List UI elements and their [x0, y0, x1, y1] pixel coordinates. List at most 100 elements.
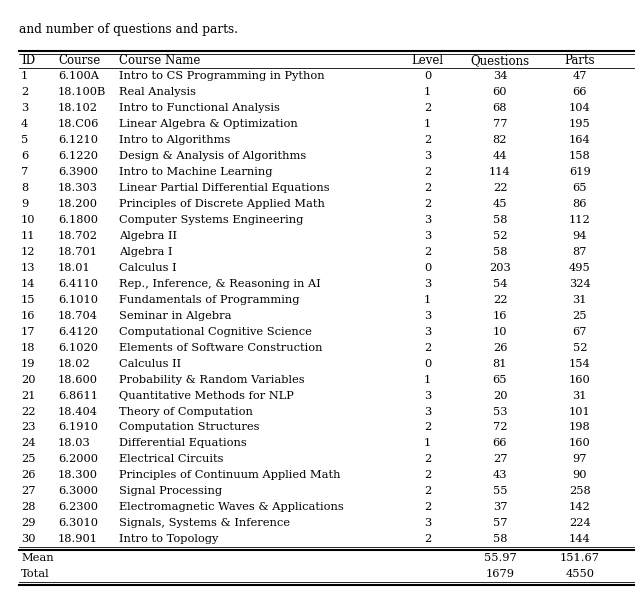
Text: 13: 13 [21, 263, 36, 273]
Text: Elements of Software Construction: Elements of Software Construction [120, 343, 323, 353]
Text: Calculus II: Calculus II [120, 359, 182, 369]
Text: 30: 30 [21, 534, 36, 544]
Text: 25: 25 [21, 454, 36, 464]
Text: 18.303: 18.303 [58, 183, 98, 193]
Text: Principles of Continuum Applied Math: Principles of Continuum Applied Math [120, 470, 341, 481]
Text: 10: 10 [493, 327, 508, 337]
Text: 31: 31 [573, 390, 587, 401]
Text: 224: 224 [569, 518, 591, 528]
Text: 18.03: 18.03 [58, 438, 91, 448]
Text: 2: 2 [424, 167, 431, 177]
Text: 18.701: 18.701 [58, 247, 98, 257]
Text: 495: 495 [569, 263, 591, 273]
Text: 18.102: 18.102 [58, 103, 98, 113]
Text: 77: 77 [493, 119, 508, 130]
Text: 82: 82 [493, 136, 508, 145]
Text: 57: 57 [493, 518, 508, 528]
Text: 101: 101 [569, 407, 591, 417]
Text: 14: 14 [21, 279, 36, 289]
Text: 2: 2 [424, 136, 431, 145]
Text: 324: 324 [569, 279, 591, 289]
Text: Computation Structures: Computation Structures [120, 423, 260, 432]
Text: 4: 4 [21, 119, 28, 130]
Text: 2: 2 [424, 247, 431, 257]
Text: 45: 45 [493, 199, 508, 209]
Text: 34: 34 [493, 72, 508, 81]
Text: Questions: Questions [470, 54, 529, 67]
Text: Principles of Discrete Applied Math: Principles of Discrete Applied Math [120, 199, 325, 209]
Text: 52: 52 [573, 343, 587, 353]
Text: 8: 8 [21, 183, 28, 193]
Text: 142: 142 [569, 502, 591, 512]
Text: Signals, Systems & Inference: Signals, Systems & Inference [120, 518, 291, 528]
Text: 16: 16 [21, 311, 36, 321]
Text: 2: 2 [424, 103, 431, 113]
Text: 18.02: 18.02 [58, 359, 91, 369]
Text: Differential Equations: Differential Equations [120, 438, 247, 448]
Text: 114: 114 [489, 167, 511, 177]
Text: 3: 3 [424, 407, 431, 417]
Text: 90: 90 [573, 470, 587, 481]
Text: 43: 43 [493, 470, 508, 481]
Text: 29: 29 [21, 518, 36, 528]
Text: Electromagnetic Waves & Applications: Electromagnetic Waves & Applications [120, 502, 344, 512]
Text: Computational Cognitive Science: Computational Cognitive Science [120, 327, 312, 337]
Text: 2: 2 [21, 87, 28, 97]
Text: 3: 3 [424, 231, 431, 241]
Text: 2: 2 [424, 423, 431, 432]
Text: 6.2300: 6.2300 [58, 502, 98, 512]
Text: 12: 12 [21, 247, 36, 257]
Text: 5: 5 [21, 136, 28, 145]
Text: 258: 258 [569, 487, 591, 496]
Text: 2: 2 [424, 183, 431, 193]
Text: 151.67: 151.67 [560, 553, 600, 563]
Text: Seminar in Algebra: Seminar in Algebra [120, 311, 232, 321]
Text: Intro to Machine Learning: Intro to Machine Learning [120, 167, 273, 177]
Text: 27: 27 [21, 487, 36, 496]
Text: Algebra I: Algebra I [120, 247, 173, 257]
Text: 7: 7 [21, 167, 28, 177]
Text: 6.1210: 6.1210 [58, 136, 98, 145]
Text: ID: ID [21, 54, 35, 67]
Text: 6.1020: 6.1020 [58, 343, 98, 353]
Text: Quantitative Methods for NLP: Quantitative Methods for NLP [120, 390, 294, 401]
Text: 37: 37 [493, 502, 508, 512]
Text: 54: 54 [493, 279, 508, 289]
Text: 16: 16 [493, 311, 508, 321]
Text: Real Analysis: Real Analysis [120, 87, 196, 97]
Text: 104: 104 [569, 103, 591, 113]
Text: 18.300: 18.300 [58, 470, 98, 481]
Text: 6.8611: 6.8611 [58, 390, 98, 401]
Text: 67: 67 [573, 327, 587, 337]
Text: 10: 10 [21, 215, 36, 225]
Text: 3: 3 [424, 390, 431, 401]
Text: 22: 22 [493, 295, 508, 305]
Text: 60: 60 [493, 87, 508, 97]
Text: 23: 23 [21, 423, 36, 432]
Text: 68: 68 [493, 103, 508, 113]
Text: 6.1010: 6.1010 [58, 295, 98, 305]
Text: 18.702: 18.702 [58, 231, 98, 241]
Text: 47: 47 [573, 72, 587, 81]
Text: 160: 160 [569, 375, 591, 384]
Text: Fundamentals of Programming: Fundamentals of Programming [120, 295, 300, 305]
Text: 15: 15 [21, 295, 36, 305]
Text: 66: 66 [573, 87, 587, 97]
Text: 22: 22 [493, 183, 508, 193]
Text: 2: 2 [424, 199, 431, 209]
Text: 58: 58 [493, 534, 508, 544]
Text: 44: 44 [493, 151, 508, 161]
Text: 2: 2 [424, 470, 431, 481]
Text: 87: 87 [573, 247, 587, 257]
Text: 18.100B: 18.100B [58, 87, 106, 97]
Text: Level: Level [412, 54, 444, 67]
Text: Calculus I: Calculus I [120, 263, 177, 273]
Text: 1: 1 [424, 87, 431, 97]
Text: Electrical Circuits: Electrical Circuits [120, 454, 224, 464]
Text: 3: 3 [424, 327, 431, 337]
Text: 164: 164 [569, 136, 591, 145]
Text: 11: 11 [21, 231, 36, 241]
Text: 112: 112 [569, 215, 591, 225]
Text: 81: 81 [493, 359, 508, 369]
Text: Parts: Parts [564, 54, 595, 67]
